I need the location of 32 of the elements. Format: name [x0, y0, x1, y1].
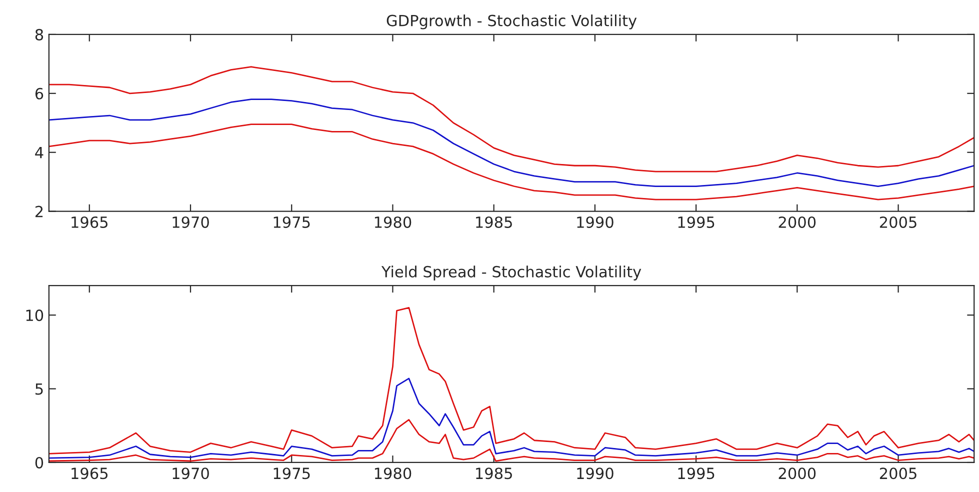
y-tick-label: 5 [36, 383, 43, 395]
x-tick-label: 1985 [476, 216, 512, 228]
y-tick-label: 10 [26, 310, 44, 322]
x-tick-label: 1980 [374, 216, 412, 228]
y-tick-label: 0 [35, 456, 44, 468]
x-tick-label: 1970 [172, 216, 209, 228]
line-series [48, 98, 974, 187]
x-tick-label: 1965 [72, 468, 108, 480]
x-tick-label: 1975 [274, 468, 310, 480]
x-tick-label: 1990 [577, 468, 614, 480]
x-tick-label: 2000 [778, 468, 816, 480]
line-series [48, 378, 974, 459]
x-tick-label: 1990 [577, 216, 614, 228]
y-tick-label: 2 [35, 206, 43, 218]
y-tick-label: 4 [35, 147, 44, 158]
x-tick-label: 1975 [274, 216, 310, 228]
x-tick-label: 2005 [880, 216, 916, 228]
y-tick-label: 8 [35, 28, 44, 40]
x-tick-label: 1995 [678, 216, 714, 228]
x-tick-label: 2000 [778, 216, 816, 228]
x-tick-label: 1965 [72, 216, 108, 228]
x-tick-label: 2005 [880, 468, 916, 480]
x-tick-label: 1985 [476, 468, 512, 480]
line-series [48, 307, 974, 454]
line-series [48, 124, 974, 200]
x-tick-label: 1995 [678, 468, 714, 480]
y-tick-label: 6 [35, 88, 44, 100]
chart-title: Yield Spread - Stochastic Volatility [381, 266, 642, 280]
line-series [48, 66, 974, 172]
chart-title: GDPgrowth - Stochastic Volatility [386, 14, 637, 30]
x-tick-label: 1980 [374, 468, 412, 480]
x-tick-label: 1970 [172, 468, 209, 480]
